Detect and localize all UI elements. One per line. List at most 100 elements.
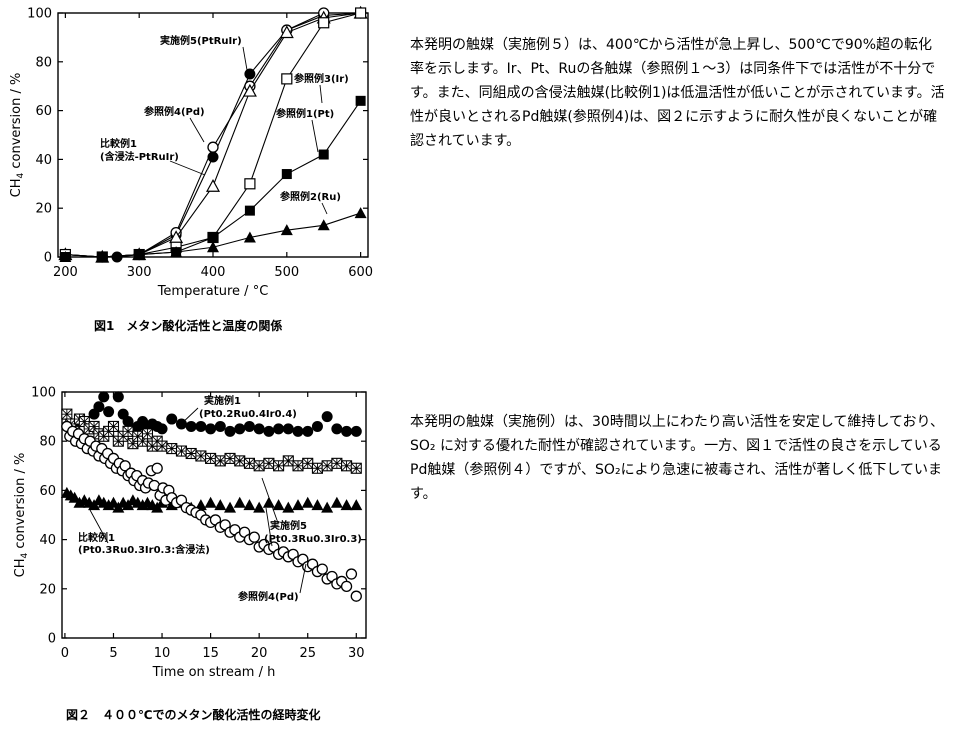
data-point [62,409,72,419]
annotation-leader [320,85,322,103]
annotation-label: (Pt0.2Ru0.4Ir0.4) [199,409,297,420]
annotation-label: 参照例2(Ru) [280,190,341,203]
data-point [207,180,219,191]
data-point [332,458,342,468]
data-point [342,581,352,591]
data-point [341,499,353,510]
figure1-description: 本発明の触媒（実施例５）は、400℃から活性が急上昇し、500℃で90%超の転化… [410,33,945,153]
data-point [249,532,259,542]
data-point [157,424,167,434]
x-tick-label: 500 [274,265,299,280]
series-line [65,13,360,257]
data-point [331,497,343,508]
data-point [234,497,246,508]
annotation-leader [262,478,278,523]
data-point [293,426,303,436]
data-point [94,402,104,412]
data-point [243,499,255,510]
data-point [319,150,329,160]
y-tick-label: 40 [39,533,56,548]
data-point [302,497,314,508]
y-tick-label: 20 [35,202,52,217]
data-point [167,444,177,454]
annotation-label: 参照例4(Pd) [238,590,299,603]
x-axis-label: Temperature / °C [157,284,269,299]
data-point [322,412,332,422]
data-point [208,232,218,242]
data-point [215,421,225,431]
data-point [225,426,235,436]
data-point [283,424,293,434]
series-4 [62,421,361,601]
plot-frame [58,13,368,257]
annotation-leader [190,118,204,142]
y-axis-label: CH4 conversion / % [9,73,26,198]
y-axis-label: CH4 conversion / % [13,453,30,578]
data-point [152,463,162,473]
data-point [113,392,123,402]
data-point [208,152,218,162]
data-point [206,424,216,434]
data-point [312,463,322,473]
annotation-label: (Pt0.3Ru0.3Ir0.3:含浸法) [78,543,210,556]
y-tick-label: 60 [39,484,56,499]
x-tick-label: 15 [202,646,219,661]
data-point [283,456,293,466]
figure2-description: 本発明の触媒（実施例）は、30時間以上にわたり高い活性を安定して維持しており、S… [410,410,945,506]
annotation-label: 参照例4(Pd) [144,105,205,118]
figure2-caption: 図２ ４００℃でのメタン酸化活性の経時変化 [66,706,321,723]
data-point [311,499,323,510]
x-tick-label: 25 [299,646,316,661]
data-point [312,421,322,431]
data-point [215,456,225,466]
data-point [317,564,327,574]
annotation-leader [312,120,318,152]
data-point [292,499,304,510]
data-point [225,453,235,463]
time-on-stream-chart: 051015202530020406080100Time on stream /… [0,380,380,685]
data-point [157,441,167,451]
y-tick-label: 80 [35,55,52,70]
data-point [356,96,366,106]
data-point [273,499,285,510]
figure1-caption: 図1 メタン酸化活性と温度の関係 [94,317,282,334]
data-point [342,426,352,436]
data-point [208,142,218,152]
data-point [245,206,255,216]
data-point [264,458,274,468]
data-point [244,458,254,468]
data-point [235,456,245,466]
temperature-conversion-chart: 200300400500600020406080100Temperature /… [0,0,380,310]
x-tick-label: 10 [154,646,171,661]
y-tick-label: 0 [44,251,52,266]
series-line [65,13,360,257]
data-point [245,69,255,79]
annotation-label: 参照例1(Pt) [276,107,334,120]
series-line [65,13,360,257]
data-point [318,219,330,230]
y-tick-label: 100 [27,7,52,22]
data-point [186,421,196,431]
series-3 [61,487,362,513]
data-point [293,461,303,471]
data-point [356,8,366,18]
data-point [186,449,196,459]
annotation-leader [243,47,247,70]
data-point [142,429,152,439]
data-point [274,461,284,471]
y-tick-label: 0 [48,632,56,647]
annotation-label: 比較例1 [78,531,115,544]
annotation-label: 参照例3(Ir) [294,72,349,85]
x-axis-label: Time on stream / h [152,665,276,680]
data-point [112,252,122,262]
x-tick-label: 5 [109,646,117,661]
y-tick-label: 80 [39,435,56,450]
data-point [332,424,342,434]
annotation-label: (含浸法-PtRuIr) [100,150,179,163]
data-point [235,424,245,434]
annotation-label: 実施例5(PtRuIr) [160,34,242,47]
data-point [244,421,254,431]
y-tick-label: 20 [39,582,56,597]
data-point [282,74,292,84]
annotation-label: 実施例5 [270,519,307,532]
